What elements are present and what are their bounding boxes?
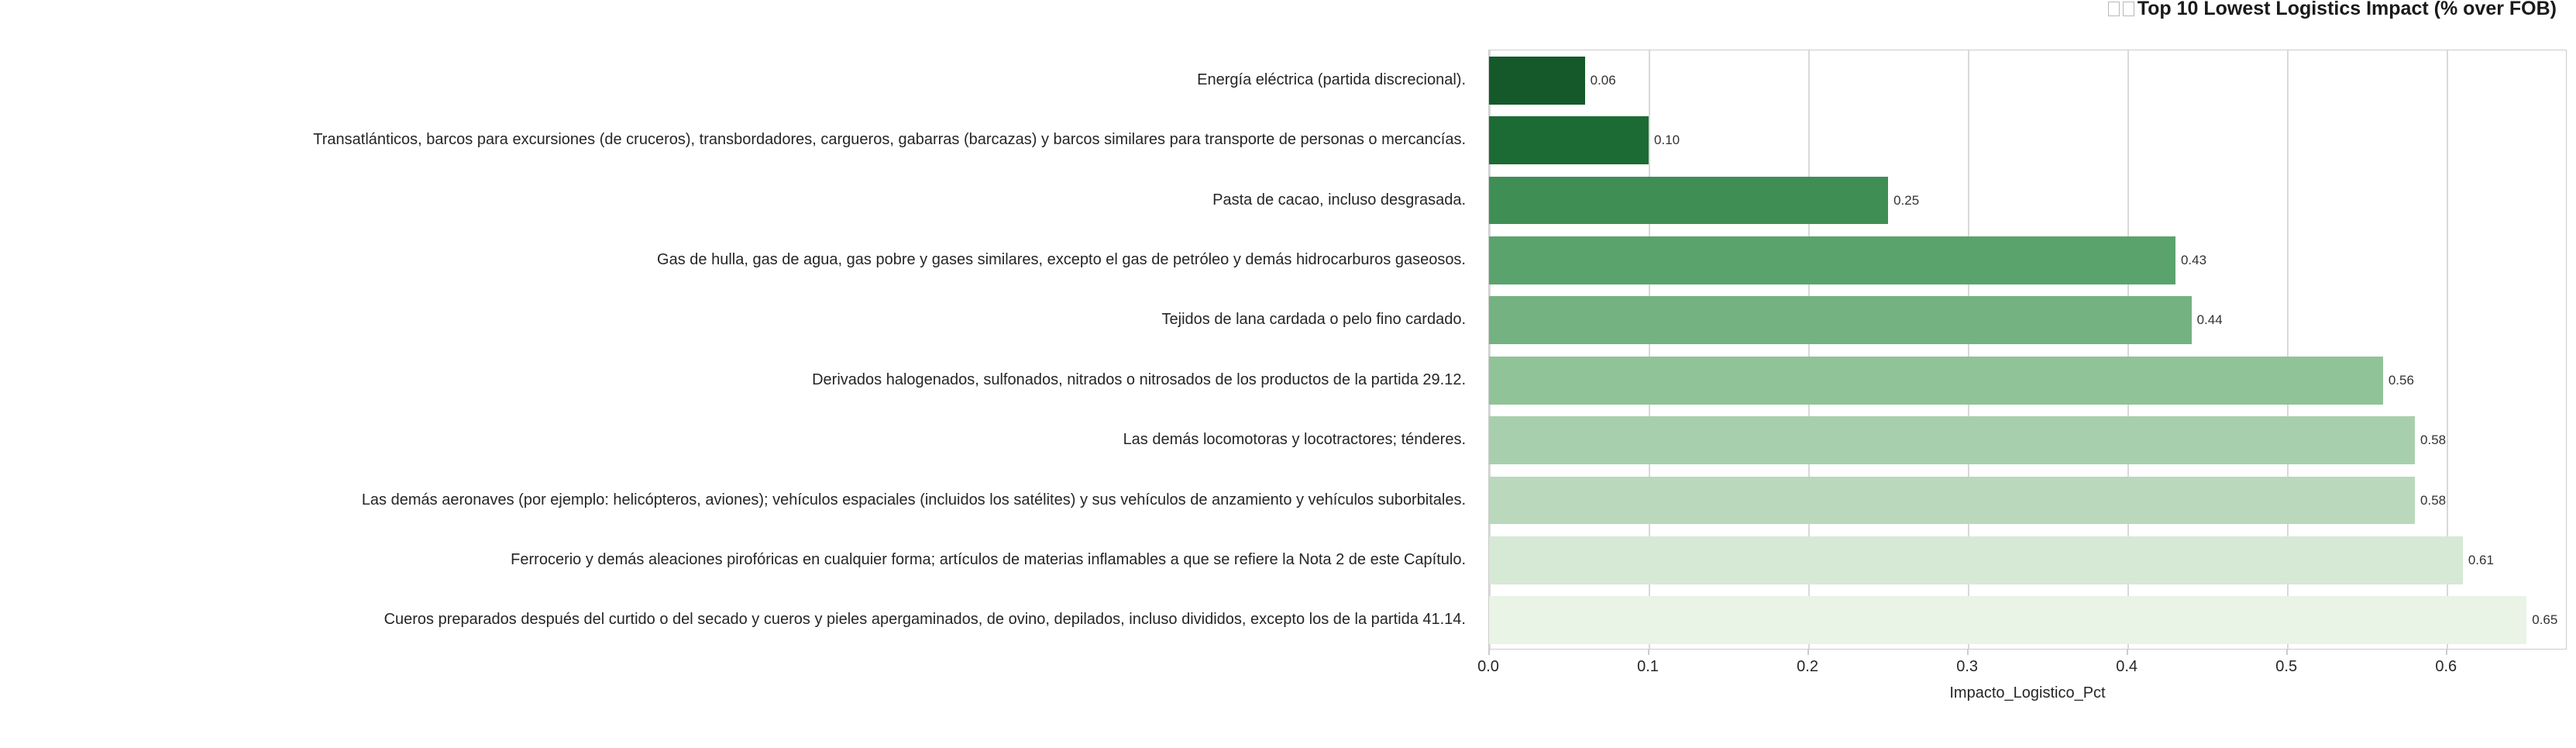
bar[interactable] — [1489, 116, 1649, 165]
x-tick-mark — [1967, 650, 1969, 655]
x-tick-label: 0.2 — [1797, 658, 1818, 675]
bar-row[interactable] — [1489, 236, 2566, 284]
y-axis-category-label: Las demás locomotoras y locotractores; t… — [1123, 431, 1466, 449]
plot-area — [1488, 50, 2567, 650]
bar-row[interactable] — [1489, 476, 2566, 525]
y-axis-labels: Energía eléctrica (partida discrecional)… — [313, 71, 1467, 629]
bar[interactable] — [1489, 236, 2175, 284]
y-axis-category-label: Energía eléctrica (partida discrecional)… — [1197, 71, 1466, 88]
y-axis-category-label: Ferrocerio y demás aleaciones pirofórica… — [511, 550, 1466, 568]
bar-row[interactable] — [1489, 356, 2566, 405]
x-tick-label: 0.6 — [2435, 658, 2457, 675]
chart-title-text: Top 10 Lowest Logistics Impact (% over F… — [2137, 0, 2557, 19]
y-axis-category-label: Gas de hulla, gas de agua, gas pobre y g… — [657, 250, 1466, 268]
bar-row[interactable] — [1489, 296, 2566, 345]
x-tick-label: 0.5 — [2275, 658, 2298, 675]
bar-row[interactable] — [1489, 116, 2566, 165]
x-tick-mark — [1648, 650, 1649, 655]
x-tick-label: 0.1 — [1637, 658, 1659, 675]
y-axis-category-label: Las demás aeronaves (por ejemplo: helicó… — [361, 491, 1466, 508]
x-tick-mark — [1488, 650, 1490, 655]
bar-value-label: 0.58 — [2420, 492, 2447, 508]
bar-row[interactable] — [1489, 56, 2566, 105]
y-axis-category-label: Derivados halogenados, sulfonados, nitra… — [812, 371, 1466, 388]
x-tick-label: 0.0 — [1477, 658, 1499, 675]
x-tick-label: 0.3 — [1956, 658, 1979, 675]
bar-value-label: 0.44 — [2196, 312, 2223, 328]
gridline — [2127, 50, 2129, 649]
x-tick-label: 0.4 — [2116, 658, 2138, 675]
gridline — [1649, 50, 1650, 649]
bar-value-label: 0.06 — [1590, 72, 1616, 88]
missing-glyph-icon-1 — [2107, 2, 2120, 16]
gridline — [1968, 50, 1969, 649]
bar-value-label: 0.25 — [1893, 192, 1920, 208]
bar[interactable] — [1489, 416, 2416, 465]
bar[interactable] — [1489, 476, 2416, 525]
bar-row[interactable] — [1489, 416, 2566, 465]
missing-glyph-icon-2 — [2122, 2, 2134, 16]
x-tick-mark — [2127, 650, 2128, 655]
bar-row[interactable] — [1489, 536, 2566, 584]
x-tick-mark — [2446, 650, 2447, 655]
x-axis-title: Impacto_Logistico_Pct — [1949, 684, 2106, 701]
bar[interactable] — [1489, 176, 1889, 225]
bar-value-label: 0.65 — [2532, 612, 2558, 628]
bar-value-label: 0.10 — [1654, 133, 1680, 148]
gridline — [2287, 50, 2289, 649]
bar[interactable] — [1489, 296, 2192, 345]
y-axis-category-label: Transatlánticos, barcos para excursiones… — [313, 131, 1466, 149]
bar[interactable] — [1489, 596, 2527, 645]
bar-value-label: 0.56 — [2388, 372, 2414, 388]
gridline — [2447, 50, 2448, 649]
bar-value-label: 0.43 — [2180, 252, 2207, 267]
y-axis-category-label: Pasta de cacao, incluso desgrasada. — [1212, 191, 1466, 209]
bar-value-label: 0.61 — [2468, 552, 2494, 567]
bar[interactable] — [1489, 56, 1585, 105]
y-axis-category-label: Cueros preparados después del curtido o … — [383, 611, 1466, 629]
chart-title: Top 10 Lowest Logistics Impact (% over F… — [0, 0, 2557, 20]
bar-value-label: 0.58 — [2420, 433, 2447, 448]
bar[interactable] — [1489, 356, 2383, 405]
bar[interactable] — [1489, 536, 2463, 584]
bar-row[interactable] — [1489, 596, 2566, 645]
bar-row[interactable] — [1489, 176, 2566, 225]
x-tick-mark — [2286, 650, 2288, 655]
gridline — [1489, 50, 1491, 649]
y-axis-category-label: Tejidos de lana cardada o pelo fino card… — [1161, 311, 1467, 329]
x-tick-mark — [1807, 650, 1809, 655]
gridline — [1808, 50, 1810, 649]
